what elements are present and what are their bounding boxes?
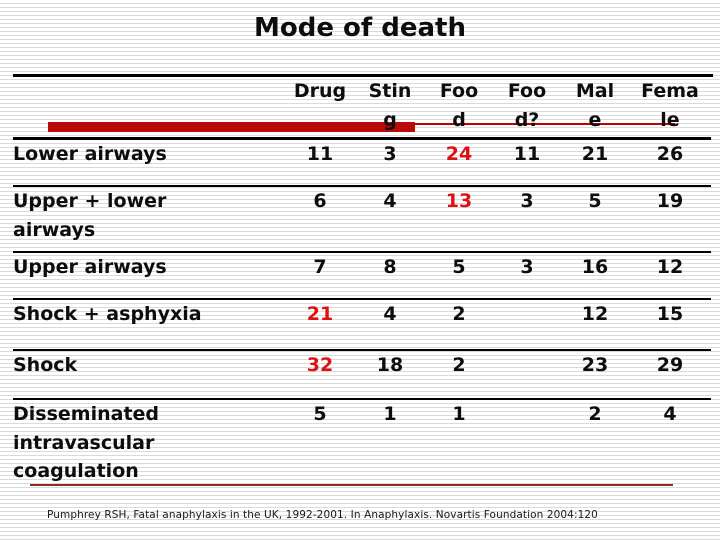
table-cell: 23 [581, 354, 609, 376]
header-line: Drug [293, 80, 347, 102]
table-row-disseminated-intravascular-coagulation: Disseminated intravascular coagulation 5… [13, 399, 711, 493]
header-line: Fema [641, 80, 699, 102]
header-line: Foo [507, 80, 547, 102]
col-header-drug: Drug [285, 77, 355, 138]
header-line: Foo [439, 80, 479, 102]
table-cell: 11 [306, 142, 334, 165]
red-accent-bar [48, 122, 415, 132]
table-cell: 21 [581, 142, 609, 165]
table-cell: 6 [313, 190, 327, 212]
table-row-shock-plus-asphyxia: Shock + asphyxia 21 4 2 12 15 [13, 299, 711, 350]
col-header-sting: Stin g [355, 77, 425, 138]
col-header-food: Foo d [425, 77, 493, 138]
table-cell: 2 [452, 354, 466, 376]
header-line: le [660, 108, 680, 131]
table-cell: 16 [581, 256, 609, 278]
citation-text: Pumphrey RSH, Fatal anaphylaxis in the U… [47, 509, 598, 521]
header-line: d? [514, 108, 540, 131]
page-title: Mode of death [254, 13, 466, 43]
row-label: Shock [13, 354, 78, 376]
header-line: e [588, 108, 602, 131]
table-cell: 15 [656, 303, 684, 325]
header-line: Mal [575, 80, 615, 102]
table-cell: 29 [656, 354, 684, 376]
table-cell: 4 [383, 190, 397, 212]
header-line: d [452, 108, 466, 131]
row-label: Disseminated intravascular coagulation [13, 403, 160, 482]
table-cell: 2 [588, 403, 602, 425]
row-label: Upper airways [13, 256, 167, 278]
table-cell: 21 [306, 303, 334, 325]
row-label: Upper + lower airways [13, 190, 167, 241]
table-row-upper-plus-lower-airways: Upper + lower airways 6 4 13 3 5 19 [13, 186, 711, 252]
col-header-food-query: Foo d? [493, 77, 561, 138]
mode-of-death-table: Drug Stin g Foo d Foo d? Mal e [13, 77, 711, 493]
table-cell: 7 [313, 256, 327, 278]
header-line: Stin [368, 80, 412, 102]
table-cell: 26 [656, 142, 684, 165]
table-cell [493, 350, 561, 399]
table-cell: 3 [383, 142, 397, 165]
table-cell: 13 [445, 190, 473, 212]
table-cell: 19 [656, 190, 684, 212]
header-line: g [383, 108, 397, 131]
header-row: Drug Stin g Foo d Foo d? Mal e [13, 77, 711, 138]
table-cell: 24 [445, 142, 473, 165]
red-strike-line [30, 484, 673, 486]
table-cell: 5 [452, 256, 466, 278]
header-spacer [13, 77, 285, 138]
table-cell: 5 [313, 403, 327, 425]
table-cell [493, 399, 561, 493]
col-header-female: Fema le [629, 77, 711, 138]
table-cell: 32 [306, 354, 334, 376]
table-cell: 11 [513, 142, 541, 165]
table-cell [493, 299, 561, 350]
row-label: Lower airways [13, 142, 167, 165]
table-cell: 4 [383, 303, 397, 325]
table-row-upper-airways: Upper airways 7 8 5 3 16 12 [13, 252, 711, 299]
table-cell: 4 [663, 403, 677, 425]
table-cell: 8 [383, 256, 397, 278]
table-cell: 3 [520, 256, 534, 278]
table-row-lower-airways: Lower airways 11 3 24 11 21 26 [13, 138, 711, 186]
table-row-shock: Shock 32 18 2 23 29 [13, 350, 711, 399]
col-header-male: Mal e [561, 77, 629, 138]
red-accent-thin-line [415, 123, 675, 125]
top-divider-line [13, 74, 713, 77]
table-cell: 18 [376, 354, 404, 376]
table-cell: 1 [383, 403, 397, 425]
table-cell: 12 [581, 303, 609, 325]
table-cell: 3 [520, 190, 534, 212]
table-cell: 12 [656, 256, 684, 278]
table-cell: 5 [588, 190, 602, 212]
table-cell: 2 [452, 303, 466, 325]
row-label: Shock + asphyxia [13, 303, 202, 325]
table-cell: 1 [452, 403, 466, 425]
